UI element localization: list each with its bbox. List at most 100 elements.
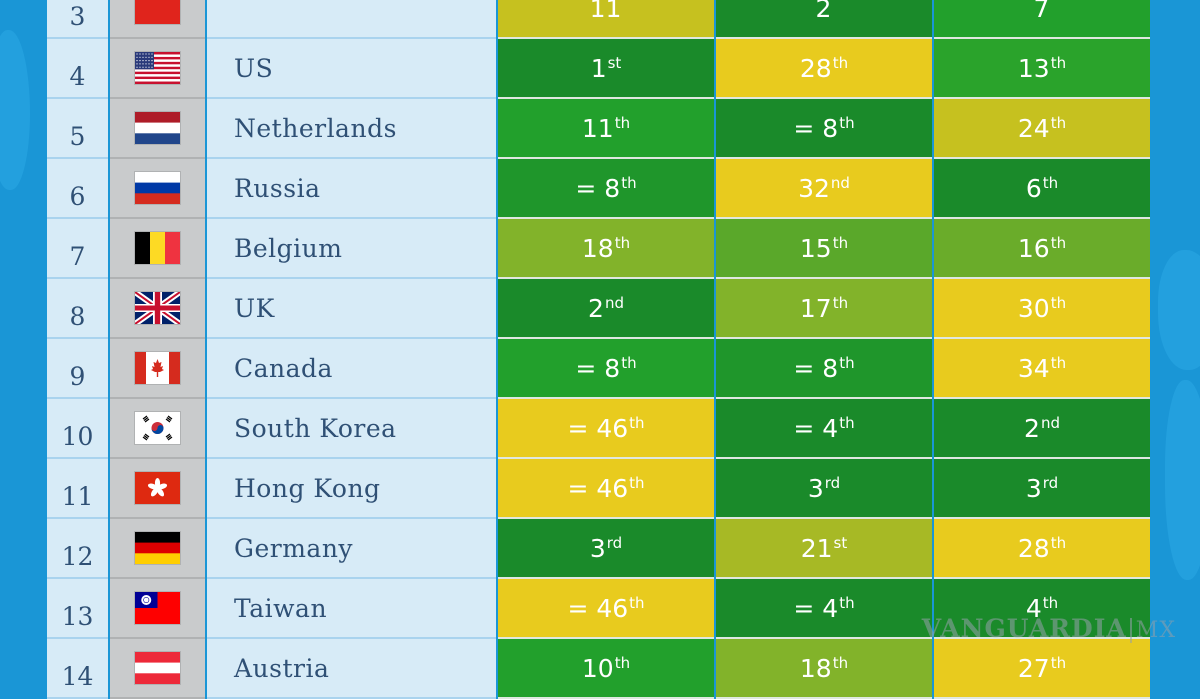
score-cell-1: 1st [498, 39, 714, 99]
score-value: 2nd [588, 294, 624, 323]
country-name: Belgium [234, 234, 343, 263]
score-number: = 8 [793, 113, 839, 143]
score-cell-3: 30th [934, 279, 1150, 339]
ordinal-suffix: st [833, 533, 848, 552]
score-number: 32 [798, 173, 830, 203]
score-number: 4 [1025, 593, 1042, 623]
country-name: US [234, 54, 274, 83]
score-number: = 8 [793, 353, 839, 383]
ordinal-suffix: th [839, 413, 855, 432]
score-cell-1: 2nd [498, 279, 714, 339]
ordinal-suffix: th [621, 173, 637, 192]
country-cell: Belgium [207, 219, 496, 279]
table-row: 12 Germany 3rd 21st 28th [47, 519, 1152, 579]
score-value: = 46th [567, 594, 644, 623]
score-cell-1: 3rd [498, 519, 714, 579]
score-cell-3: 2nd [934, 399, 1150, 459]
score-value: 18th [800, 654, 848, 683]
hong-kong-flag-icon [135, 472, 180, 504]
score-value: 32nd [798, 174, 850, 203]
score-cell-3: 24th [934, 99, 1150, 159]
country-cell [207, 0, 496, 39]
flag-cell [110, 459, 205, 519]
ordinal-suffix: rd [824, 473, 841, 492]
score-number: 3 [807, 473, 824, 503]
score-cell-3: 7 [934, 0, 1150, 39]
score-value: 2 [816, 0, 833, 23]
map-landmass-left [0, 30, 30, 190]
germany-flag-icon [135, 532, 180, 564]
table-row: 14 Austria 10th 18th 27th [47, 639, 1152, 699]
ordinal-suffix: nd [830, 173, 850, 192]
rank-number: 13 [61, 602, 94, 631]
rank-cell: 7 [47, 219, 108, 279]
country-name: Germany [234, 534, 354, 563]
score-value: 6th [1026, 174, 1058, 203]
rank-cell: 14 [47, 639, 108, 699]
south-korea-flag-icon [135, 412, 180, 444]
score-number: = 4 [793, 593, 839, 623]
score-cell-3: 27th [934, 639, 1150, 699]
score-value: = 4th [793, 414, 854, 443]
ordinal-suffix: th [832, 293, 849, 312]
ordinal-suffix: th [839, 353, 855, 372]
country-cell: Germany [207, 519, 496, 579]
score-cell-2: 17th [716, 279, 932, 339]
rank-cell: 11 [47, 459, 108, 519]
score-cell-1: 11th [498, 99, 714, 159]
score-number: 27 [1017, 653, 1050, 683]
score-cell-3: 13th [934, 39, 1150, 99]
rank-number: 10 [61, 422, 94, 451]
rank-number: 5 [69, 122, 86, 151]
score-value: 18th [582, 234, 630, 263]
score-cell-3: 34th [934, 339, 1150, 399]
flag-cell [110, 399, 205, 459]
table-row: 11 Hong Kong = 46th 3rd 3rd [47, 459, 1152, 519]
score-cell-3: 6th [934, 159, 1150, 219]
score-cell-2: 3rd [716, 459, 932, 519]
score-cell-2: 15th [716, 219, 932, 279]
ordinal-suffix: th [1050, 653, 1067, 672]
rank-cell: 6 [47, 159, 108, 219]
score-value: = 8th [793, 114, 854, 143]
flag-cell [110, 219, 205, 279]
country-name: Netherlands [234, 114, 397, 143]
score-number: = 4 [793, 413, 839, 443]
netherlands-flag-icon [135, 112, 180, 144]
score-number: 15 [799, 233, 832, 263]
flag-cell [110, 519, 205, 579]
ordinal-suffix: rd [1042, 473, 1059, 492]
score-number: 3 [1025, 473, 1042, 503]
ordinal-suffix: nd [604, 293, 624, 312]
rank-number: 6 [69, 182, 86, 211]
score-number: = 46 [567, 473, 629, 503]
belgium-flag-icon [135, 232, 180, 264]
flag-cell [110, 279, 205, 339]
rank-cell: 10 [47, 399, 108, 459]
score-number: = 46 [567, 593, 629, 623]
score-value: = 8th [575, 354, 636, 383]
rank-cell: 12 [47, 519, 108, 579]
rank-number: 4 [69, 62, 86, 91]
rank-cell: 4 [47, 39, 108, 99]
ordinal-suffix: th [839, 113, 855, 132]
score-value: 28th [1018, 534, 1066, 563]
score-number: 3 [589, 533, 606, 563]
score-cell-3: 4th [934, 579, 1150, 639]
score-number: 28 [799, 53, 832, 83]
score-value: 34th [1018, 354, 1066, 383]
score-cell-2: 32nd [716, 159, 932, 219]
rank-cell: 13 [47, 579, 108, 639]
table-row: 3 11 2 7 [47, 0, 1152, 39]
country-cell: South Korea [207, 399, 496, 459]
score-number: 7 [1033, 0, 1050, 23]
score-cell-2: = 4th [716, 579, 932, 639]
ordinal-suffix: th [839, 593, 855, 612]
score-value: 30th [1018, 294, 1066, 323]
table-row: 7 Belgium 18th 15th 16th [47, 219, 1152, 279]
score-value: 4th [1026, 594, 1058, 623]
country-name: Austria [234, 654, 330, 683]
us-flag-icon [135, 52, 180, 84]
score-cell-2: = 8th [716, 339, 932, 399]
score-number: 18 [581, 233, 614, 263]
